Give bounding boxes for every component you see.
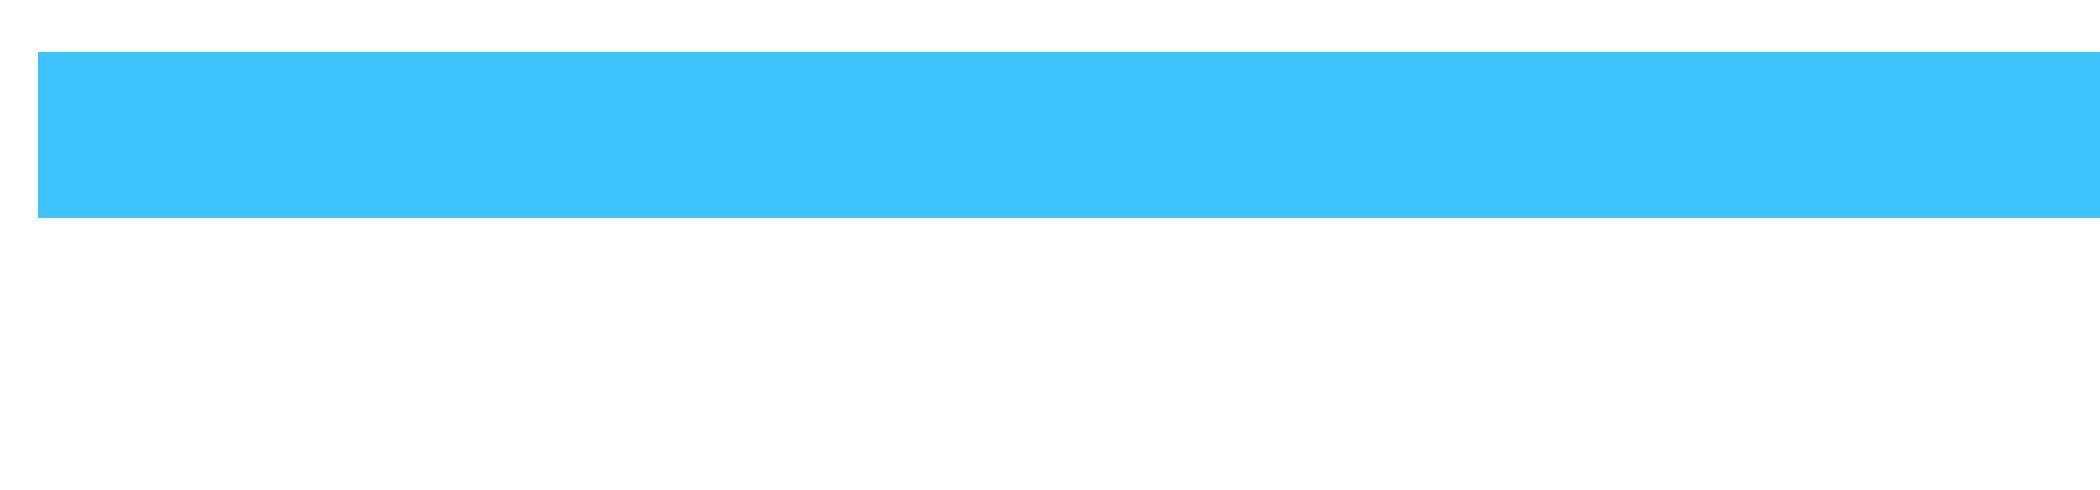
blue-banner-bar[interactable]	[38, 52, 2100, 218]
left-gutter	[0, 52, 38, 218]
upper-blank-area	[0, 0, 2100, 52]
lower-blank-area	[0, 218, 2100, 490]
